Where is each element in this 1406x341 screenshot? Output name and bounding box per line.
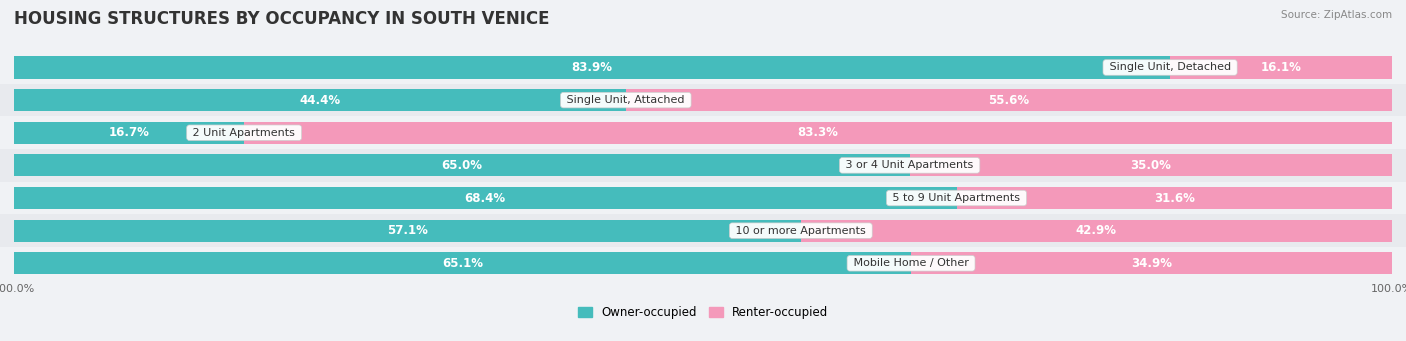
- Bar: [0, 51, 1406, 84]
- Bar: [0, 149, 1406, 182]
- Bar: [1170, 56, 1392, 78]
- Text: 34.9%: 34.9%: [1130, 257, 1173, 270]
- Bar: [801, 220, 1392, 242]
- Text: 10 or more Apartments: 10 or more Apartments: [733, 226, 869, 236]
- Bar: [14, 56, 1170, 78]
- Text: Mobile Home / Other: Mobile Home / Other: [849, 258, 972, 268]
- Text: 31.6%: 31.6%: [1154, 192, 1195, 205]
- Bar: [14, 122, 245, 144]
- Text: 83.3%: 83.3%: [797, 126, 838, 139]
- Text: 55.6%: 55.6%: [988, 94, 1029, 107]
- Bar: [0, 247, 1406, 280]
- Bar: [14, 154, 910, 177]
- Bar: [0, 84, 1406, 116]
- Text: 5 to 9 Unit Apartments: 5 to 9 Unit Apartments: [889, 193, 1024, 203]
- Bar: [0, 214, 1406, 247]
- Text: 68.4%: 68.4%: [465, 192, 506, 205]
- Text: Single Unit, Detached: Single Unit, Detached: [1105, 62, 1234, 73]
- Text: 65.0%: 65.0%: [441, 159, 482, 172]
- Bar: [14, 89, 626, 111]
- Bar: [14, 187, 956, 209]
- Text: 35.0%: 35.0%: [1130, 159, 1171, 172]
- Text: 57.1%: 57.1%: [387, 224, 427, 237]
- Text: 2 Unit Apartments: 2 Unit Apartments: [190, 128, 299, 138]
- Text: Source: ZipAtlas.com: Source: ZipAtlas.com: [1281, 10, 1392, 20]
- Bar: [14, 220, 801, 242]
- Text: 16.7%: 16.7%: [108, 126, 149, 139]
- Bar: [14, 252, 911, 275]
- Bar: [245, 122, 1392, 144]
- Bar: [0, 182, 1406, 214]
- Text: 65.1%: 65.1%: [441, 257, 484, 270]
- Text: 16.1%: 16.1%: [1261, 61, 1302, 74]
- Bar: [910, 154, 1392, 177]
- Text: 42.9%: 42.9%: [1076, 224, 1116, 237]
- Text: 44.4%: 44.4%: [299, 94, 340, 107]
- Text: Single Unit, Attached: Single Unit, Attached: [564, 95, 689, 105]
- Bar: [956, 187, 1392, 209]
- Bar: [0, 116, 1406, 149]
- Text: 83.9%: 83.9%: [572, 61, 613, 74]
- Text: HOUSING STRUCTURES BY OCCUPANCY IN SOUTH VENICE: HOUSING STRUCTURES BY OCCUPANCY IN SOUTH…: [14, 10, 550, 28]
- Bar: [626, 89, 1392, 111]
- Bar: [911, 252, 1392, 275]
- Text: 3 or 4 Unit Apartments: 3 or 4 Unit Apartments: [842, 160, 977, 170]
- Legend: Owner-occupied, Renter-occupied: Owner-occupied, Renter-occupied: [572, 301, 834, 324]
